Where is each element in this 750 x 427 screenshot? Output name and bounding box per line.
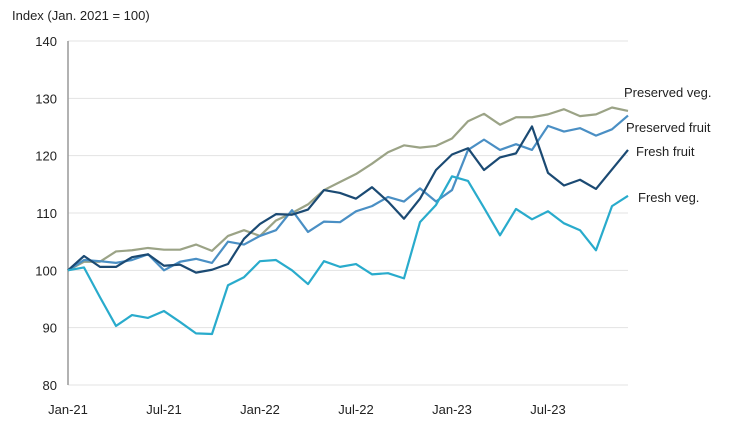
x-tick-label: Jul-23: [530, 402, 565, 417]
series-label-fresh-fruit: Fresh fruit: [636, 144, 695, 159]
y-tick-label: 140: [35, 34, 57, 49]
y-tick-label: 90: [43, 321, 57, 336]
x-tick-label: Jan-23: [432, 402, 472, 417]
y-tick-label: 110: [36, 206, 57, 221]
series-line-preserved-veg: [67, 106, 629, 272]
series-label-preserved-fruit: Preserved fruit: [626, 120, 711, 135]
series-label-preserved-veg: Preserved veg.: [624, 85, 711, 100]
series-line-fresh-fruit: [67, 125, 629, 274]
series-line-fresh-veg: [67, 175, 629, 336]
series-line-preserved-fruit: [67, 114, 629, 272]
y-tick-label: 130: [35, 91, 57, 106]
y-tick-label: 100: [35, 263, 57, 278]
x-tick-label: Jan-22: [240, 402, 280, 417]
x-tick-label: Jul-21: [146, 402, 181, 417]
x-tick-label: Jan-21: [48, 402, 88, 417]
x-tick-label: Jul-22: [338, 402, 373, 417]
series-label-fresh-veg: Fresh veg.: [638, 190, 699, 205]
y-axis-title: Index (Jan. 2021 = 100): [12, 8, 150, 23]
y-tick-label: 120: [35, 149, 57, 164]
y-tick-label: 80: [43, 378, 57, 393]
